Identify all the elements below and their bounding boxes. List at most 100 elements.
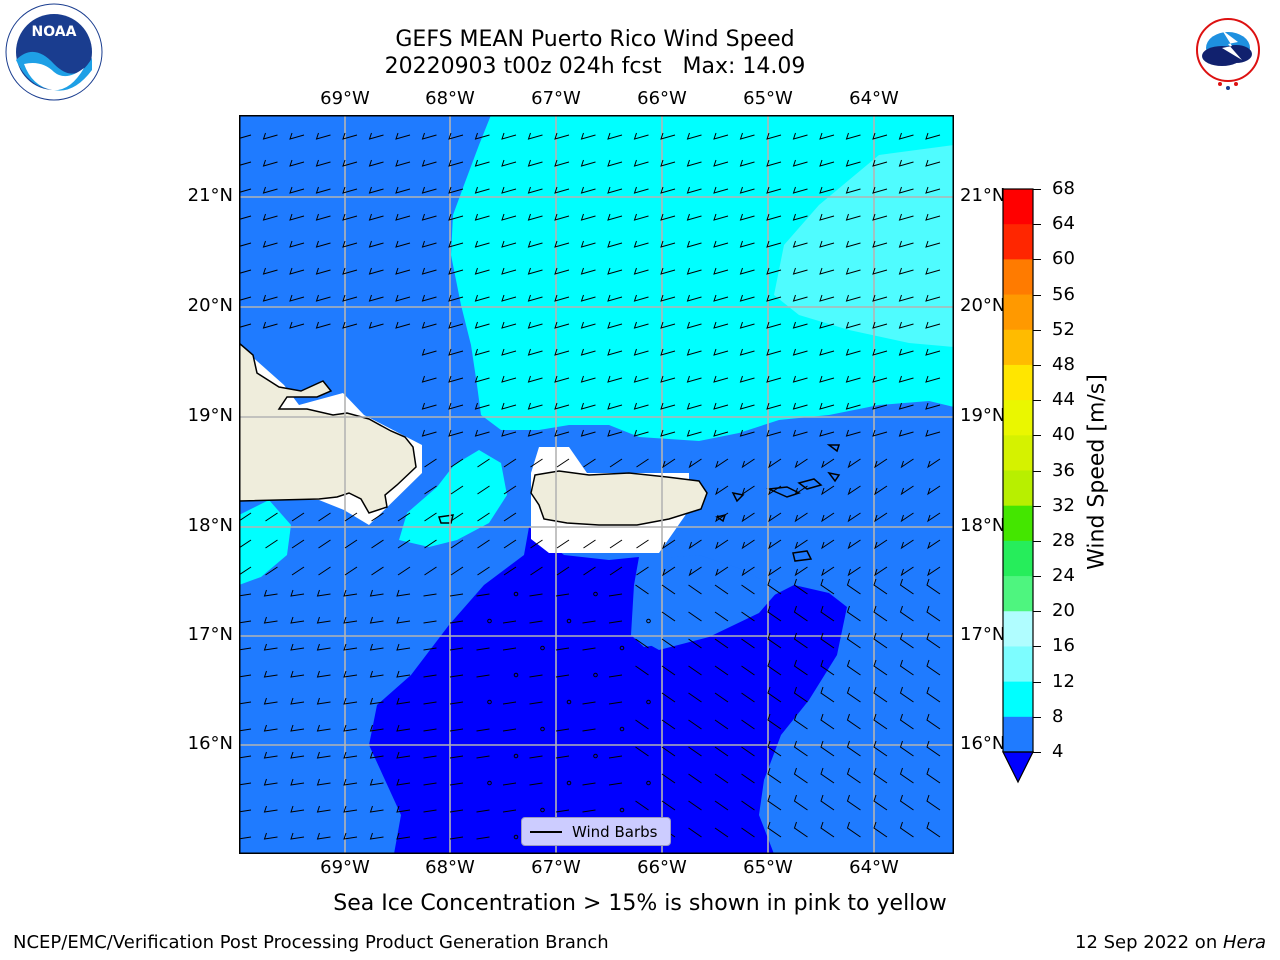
wind-barb (501, 321, 517, 329)
wind-barb (793, 686, 808, 703)
wind-barb (263, 832, 278, 840)
wind-barb (898, 159, 914, 167)
wind-barb (448, 402, 464, 410)
wind-barb (794, 458, 808, 469)
wind-barb (343, 778, 358, 786)
wind-barb (819, 213, 835, 221)
wind-barb (766, 132, 782, 140)
wind-barb (819, 348, 835, 356)
colorbar-tick-label: 36 (1052, 459, 1075, 481)
wind-barb (450, 485, 464, 495)
wind-barb (501, 348, 517, 356)
wind-barb (368, 294, 384, 302)
wind-barb (873, 659, 888, 676)
wind-barb (741, 719, 755, 730)
wind-barb (529, 701, 543, 705)
wind-barb (635, 800, 649, 811)
wind-barb (713, 213, 729, 221)
wind-barb (873, 740, 888, 757)
wind-barb (899, 767, 914, 784)
wind-barb (474, 267, 490, 275)
wind-barb (239, 160, 252, 166)
wind-barb (582, 728, 596, 732)
wind-barb (686, 321, 702, 329)
wind-barb (688, 746, 702, 757)
wind-barb (290, 697, 305, 705)
lat-label-right: 18°N (960, 515, 1006, 536)
wind-barb (607, 240, 623, 248)
wind-barb (291, 539, 305, 549)
wind-barb (688, 584, 702, 595)
wind-barb (315, 294, 331, 302)
wind-barb (474, 213, 490, 221)
wind-barb (660, 240, 676, 248)
wind-barb (368, 321, 384, 329)
wind-barb (395, 213, 411, 221)
wind-barb (503, 485, 517, 495)
wind-barb (318, 566, 331, 576)
wind-barb (555, 647, 570, 651)
wind-barb (819, 375, 835, 383)
wind-barb (767, 632, 782, 649)
colorbar-tick-label: 48 (1052, 353, 1075, 375)
wind-barb (660, 186, 676, 194)
wind-barb (633, 186, 649, 194)
wind-barb (766, 213, 782, 221)
colorbar-segment (1003, 364, 1033, 401)
wind-barb (554, 186, 570, 194)
colorbar-tick-mark (1033, 716, 1041, 718)
wind-barb (262, 294, 278, 302)
colorbar-tick-label: 64 (1052, 213, 1075, 235)
wind-barb (501, 402, 517, 410)
wind-barb (239, 241, 252, 247)
wind-barb (580, 213, 596, 221)
wind-barb (448, 321, 464, 329)
wind-barb (554, 348, 570, 356)
wind-barb (741, 485, 755, 496)
wind-barb (872, 132, 888, 140)
colorbar-segment (1003, 576, 1033, 612)
wind-barb (847, 485, 861, 496)
wind-barb (688, 638, 702, 649)
wind-barb (448, 213, 464, 221)
wind-barb (925, 267, 941, 275)
wind-barb (926, 794, 941, 811)
wind-barb (925, 186, 941, 194)
wind-barb (633, 375, 649, 383)
calm-barb (540, 645, 545, 651)
wind-barb (741, 611, 755, 622)
wind-barb (396, 778, 411, 786)
wind-barb (501, 375, 517, 383)
wind-barb (421, 402, 437, 410)
calm-barb (487, 699, 492, 705)
wind-barb (820, 794, 835, 811)
wind-barb (477, 539, 490, 549)
wind-barb (739, 294, 755, 302)
wind-barb (289, 159, 305, 167)
wind-barb (607, 213, 623, 221)
wind-barb (819, 267, 835, 275)
wind-barb (608, 593, 623, 597)
colorbar-segment (1003, 470, 1033, 507)
wind-barb (289, 213, 305, 221)
wind-barb (555, 728, 570, 732)
wind-barb (501, 294, 517, 302)
colorbar-segment (1003, 611, 1033, 647)
wind-barb (448, 186, 464, 194)
wind-barb (739, 321, 755, 329)
wind-barb (925, 321, 941, 329)
wind-barb (900, 566, 914, 577)
wind-barb (660, 321, 676, 329)
colorbar-tick-label: 28 (1052, 529, 1075, 551)
wind-barb (821, 485, 835, 496)
wind-barb (741, 692, 755, 703)
wind-barb (714, 746, 729, 757)
wind-barb (421, 240, 437, 248)
wind-barb (898, 375, 914, 383)
wind-barb (316, 724, 331, 732)
wind-barb (636, 539, 649, 549)
wind-barb (501, 132, 517, 140)
wind-barb (423, 647, 437, 651)
band-12-16 (774, 145, 954, 347)
wind-barb (661, 611, 676, 622)
